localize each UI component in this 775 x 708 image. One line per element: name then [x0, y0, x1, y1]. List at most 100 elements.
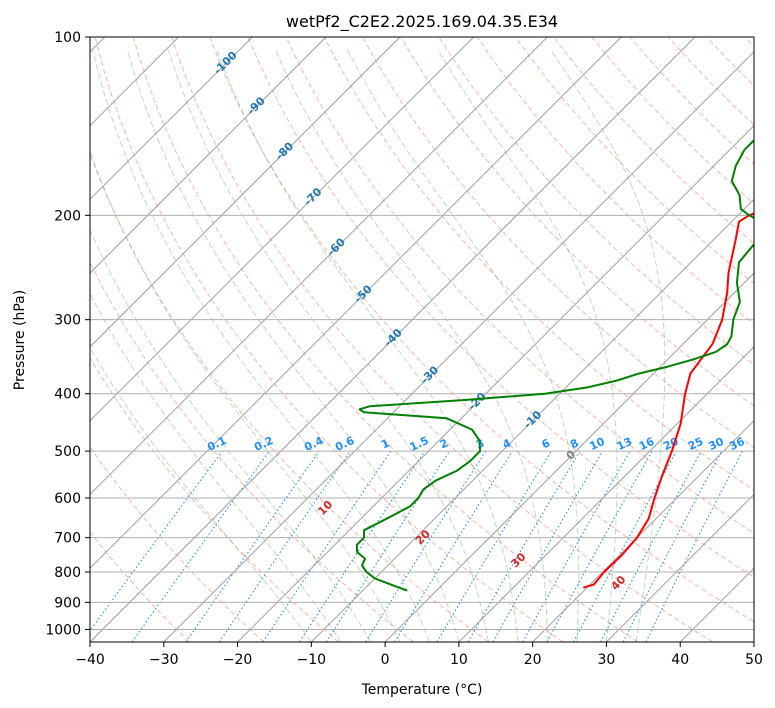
mixing-ratio-label: 10: [587, 435, 607, 453]
mixing-ratio-label: 25: [686, 435, 705, 453]
y-tick-label: 600: [54, 491, 81, 507]
dry-adiabat-line: [667, 37, 754, 126]
mixing-ratio-line: [467, 450, 581, 642]
dewpoint-profile-line: [355, 138, 754, 592]
y-axis-label: Pressure (hPa): [12, 290, 28, 390]
dry-adiabat-line: [132, 37, 639, 642]
mixing-ratio-line: [600, 450, 702, 642]
mixing-ratio-label: 30: [707, 435, 727, 453]
x-tick-label: 0: [381, 652, 390, 668]
moist-adiabat-line: [216, 49, 519, 642]
mixing-ratio-line: [436, 450, 552, 642]
dry-adiabat-line: [476, 37, 754, 325]
mixing-ratio-label: 16: [637, 435, 657, 453]
isotherm-label: -10: [521, 408, 544, 431]
moist-adiabat-line: [90, 292, 342, 642]
isotherm-line: [753, 641, 754, 642]
mixing-ratio-label: 13: [615, 435, 634, 453]
mixing-ratio-line: [492, 450, 604, 642]
isotherm-line: [90, 37, 475, 422]
mixing-ratio-line: [131, 450, 270, 642]
x-tick-label: 30: [598, 652, 616, 668]
moist-adiabat-line: [167, 49, 489, 642]
x-tick-label: −30: [149, 652, 179, 668]
dry-adiabat-label: 10: [315, 498, 335, 518]
moist-adiabat-line: [126, 49, 460, 642]
dry-adiabat-line: [438, 37, 754, 366]
isotherm-line: [90, 37, 696, 642]
isotherm-line: [90, 37, 401, 348]
isotherms: [90, 37, 754, 642]
y-tick-label: 300: [54, 313, 81, 329]
dry-adiabat-line: [171, 37, 713, 642]
mixing-ratio-line: [546, 450, 653, 642]
x-tick-label: 40: [671, 652, 689, 668]
dry-adiabat-line: [323, 37, 754, 491]
isotherm-line: [90, 37, 327, 274]
mixing-ratio-line: [522, 450, 631, 642]
isotherm-line: [310, 198, 754, 642]
reference-line-labels: -100-90-80-70-60-50-40-30-20-1000.1 0.2 0.…: [205, 48, 747, 593]
x-axis-label: Temperature (°C): [361, 682, 483, 698]
y-tick-label: 1000: [45, 622, 81, 638]
x-tick-label: −10: [297, 652, 327, 668]
moist-adiabats: [90, 49, 666, 642]
dry-adiabat-label: 20: [413, 527, 433, 547]
plot-area: -100-90-80-70-60-50-40-30-20-1000.1 0.2 0.…: [90, 37, 754, 642]
plot-frame: [89, 36, 755, 643]
mixing-ratio-line: [90, 450, 223, 632]
mixing-ratio-line: [218, 450, 351, 642]
moist-adiabat-line: [92, 49, 430, 642]
mixing-ratio-label: 36: [727, 435, 747, 453]
isotherm-line: [458, 346, 754, 642]
isotherm-line: [163, 51, 754, 642]
moist-adiabat-line: [437, 49, 618, 642]
temperature-profile-line: [583, 212, 754, 589]
mixing-ratio-line: [185, 450, 320, 642]
moist-adiabat-line: [90, 346, 312, 642]
isotherm-line: [90, 37, 622, 569]
isotherm-label: -90: [245, 94, 268, 117]
isotherm-line: [90, 37, 253, 201]
moist-adiabat-line: [274, 49, 548, 642]
dry-adiabat-line: [515, 37, 754, 285]
isotherm-label: -80: [273, 139, 296, 162]
dry-adiabat-line: [94, 37, 564, 642]
dry-adiabat-line: [629, 37, 754, 165]
isotherm-line: [606, 493, 754, 642]
x-tick-label: −40: [75, 652, 105, 668]
moist-adiabat-line: [90, 149, 401, 642]
mixing-ratio-label: 6: [540, 436, 553, 451]
dry-adiabat-label: 30: [508, 550, 528, 570]
y-tick-label: 400: [54, 387, 81, 403]
x-axis-ticks: −40 −30 −20 −10 0 10 20 30 40 50: [75, 642, 763, 668]
mixing-ratio-label: 1: [379, 436, 391, 451]
dry-adiabat-label: 40: [608, 573, 628, 593]
x-tick-label: 50: [745, 652, 763, 668]
y-tick-label: 100: [54, 30, 81, 46]
mixing-ratio-line: [325, 450, 450, 642]
isotherm-label: -70: [301, 185, 324, 208]
mixing-ratio-line: [622, 450, 723, 642]
y-tick-label: 200: [54, 208, 81, 224]
mixing-ratio-line: [262, 450, 392, 642]
moist-adiabat-line: [90, 228, 371, 642]
dry-adiabat-line: [744, 37, 754, 48]
chart-title: wetPf2_C2E2.2025.169.04.35.E34: [286, 12, 558, 32]
sounding-profiles: [355, 138, 754, 592]
isotherm-line: [237, 124, 754, 642]
y-tick-label: 900: [54, 595, 81, 611]
dry-adiabat-line: [90, 152, 489, 642]
isotherm-line: [384, 272, 754, 642]
dry-adiabat-line: [90, 446, 265, 642]
dry-adiabat-line: [591, 37, 754, 205]
dry-adiabat-line: [90, 260, 414, 642]
isotherm-line: [532, 419, 754, 642]
y-tick-label: 500: [54, 444, 81, 460]
dry-adiabat-line: [90, 531, 190, 642]
mixing-ratio-label: 4: [501, 436, 514, 451]
dry-adiabat-line: [90, 356, 339, 642]
y-tick-label: 700: [54, 531, 81, 547]
mixing-ratio-label: 20: [661, 435, 681, 453]
